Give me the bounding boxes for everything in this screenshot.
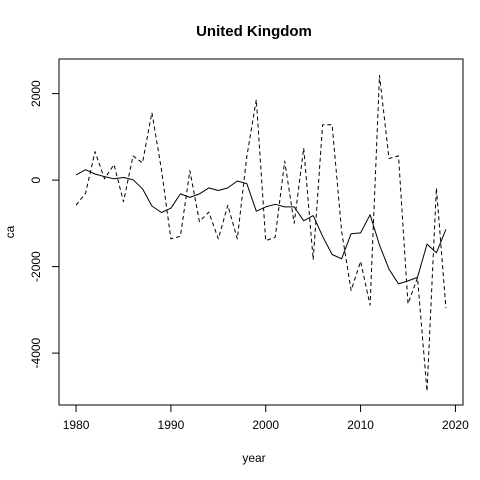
series-line-dashed (75, 74, 447, 392)
plot-area-box (58, 58, 464, 406)
y-tick-label: 0 (29, 176, 43, 183)
x-tick-label: 2000 (252, 418, 279, 432)
y-axis-label: ca (3, 225, 17, 238)
x-axis: 1980 1990 2000 2010 2020 (63, 404, 469, 432)
chart-title: United Kingdom (196, 23, 312, 40)
y-tick-label: -2000 (29, 251, 43, 282)
x-tick-label: 2020 (442, 418, 469, 432)
x-tick-label: 1990 (158, 418, 185, 432)
series-line-solid (75, 169, 447, 285)
x-tick-label: 1980 (63, 418, 90, 432)
x-tick-label: 2010 (347, 418, 374, 432)
series-layer (75, 74, 447, 392)
x-axis-label: year (242, 451, 265, 465)
y-tick-label: -4000 (29, 337, 43, 368)
y-tick-label: 2000 (29, 80, 43, 107)
y-axis: -4000 -2000 0 2000 (29, 80, 60, 368)
